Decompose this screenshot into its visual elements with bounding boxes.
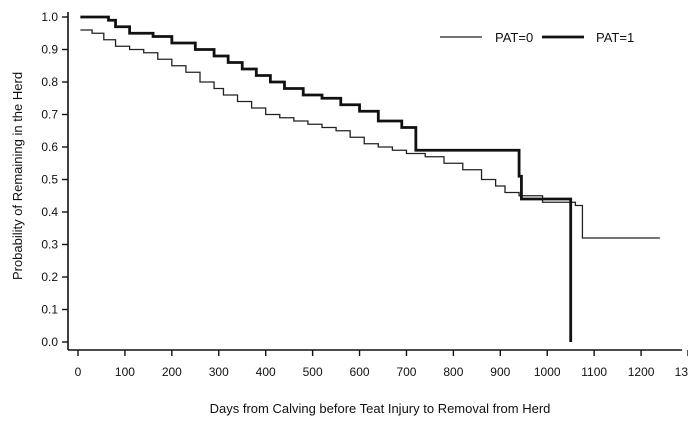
legend-label-pat0: PAT=0	[495, 30, 533, 45]
y-tick-label: 0.8	[41, 75, 58, 89]
y-tick-label: 0.4	[41, 205, 58, 219]
y-tick-label: 0.3	[41, 238, 58, 252]
data-series	[80, 15, 660, 342]
x-tick-label: 200	[162, 365, 182, 379]
chart-axes	[67, 12, 682, 351]
y-axis-title: Probability of Remaining in the Herd	[10, 72, 25, 280]
x-tick-label: 1000	[534, 365, 561, 379]
y-tick-label: 1.0	[41, 10, 58, 24]
series-line-pat0	[80, 29, 660, 239]
series-line-pat1	[80, 15, 573, 342]
x-tick-label: 500	[303, 365, 323, 379]
y-tick-label: 0.9	[41, 43, 58, 57]
y-tick-label: 0.6	[41, 140, 58, 154]
x-tick-label: 400	[256, 365, 276, 379]
y-axis-ticks: 0.0 0.1 0.2 0.3 0.4 0.5 0.6 0.7 0.8 0.9 1.0	[41, 10, 68, 349]
x-tick-label: 100	[115, 365, 135, 379]
x-tick-label: 1100	[581, 365, 607, 379]
x-tick-label: 1300	[675, 365, 688, 379]
x-tick-label: 700	[396, 365, 416, 379]
chart-legend: PAT=0 PAT=1	[440, 30, 634, 45]
x-tick-label: 1200	[628, 365, 655, 379]
x-tick-label: 300	[209, 365, 229, 379]
legend-label-pat1: PAT=1	[596, 30, 634, 45]
y-tick-label: 0.7	[41, 108, 58, 122]
x-tick-label: 0	[75, 365, 82, 379]
y-tick-label: 0.2	[41, 270, 58, 284]
x-tick-label: 800	[443, 365, 463, 379]
y-tick-label: 0.1	[41, 303, 58, 317]
y-tick-label: 0.0	[41, 335, 58, 349]
x-tick-label: 900	[490, 365, 510, 379]
y-tick-label: 0.5	[41, 173, 58, 187]
x-tick-label: 600	[350, 365, 370, 379]
x-axis-title: Days from Calving before Teat Injury to …	[210, 401, 551, 416]
x-axis-ticks: 0 100 200 300 400 500 600 700 800 900 1000 1100 1200…	[75, 350, 688, 379]
